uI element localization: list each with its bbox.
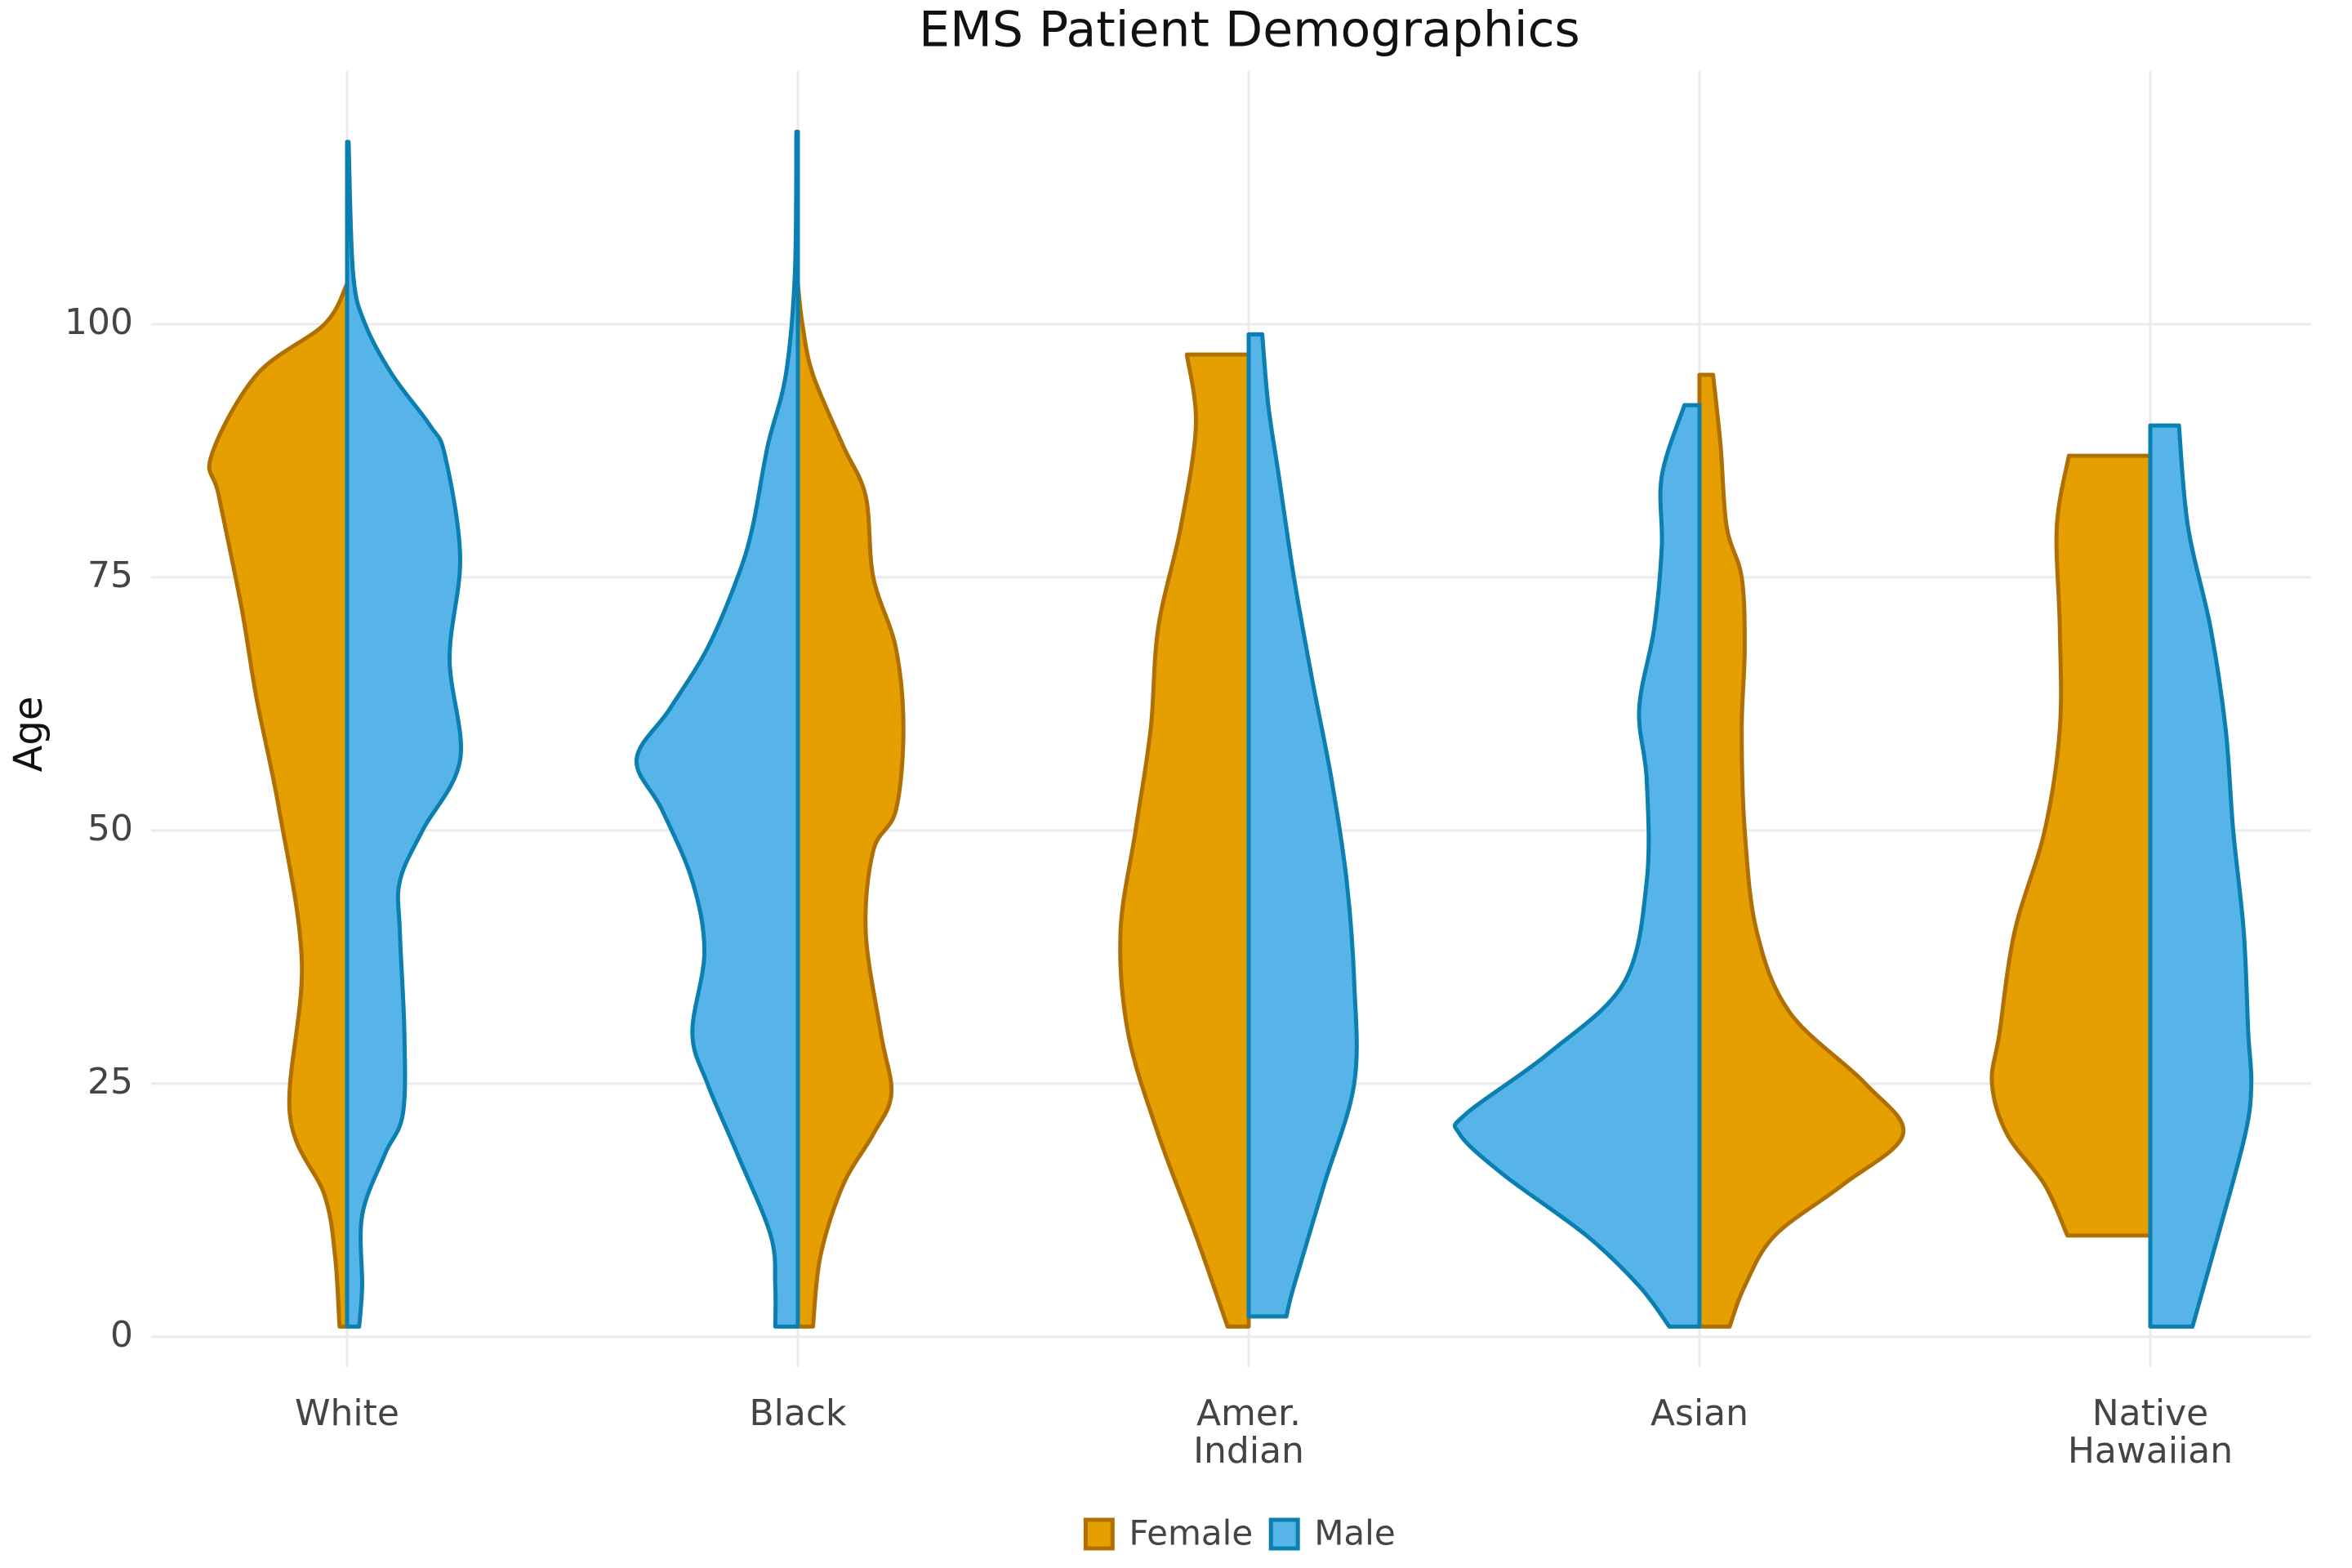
violin-half	[1697, 372, 1906, 1329]
violin-half	[1246, 332, 1359, 1319]
legend-label: Male	[1314, 1513, 1395, 1553]
violin-half	[1118, 352, 1251, 1329]
x-tick-label: Black	[749, 1392, 847, 1434]
violin-half	[207, 281, 350, 1329]
x-tick-label: Native Hawaiian	[2067, 1392, 2234, 1472]
legend-swatch	[1268, 1517, 1300, 1551]
y-tick-label: 25	[87, 1061, 133, 1102]
legend-swatch	[1083, 1517, 1115, 1551]
violin-half	[1989, 453, 2153, 1238]
y-tick-label: 50	[87, 808, 133, 849]
y-tick-label: 100	[65, 301, 133, 343]
y-axis-label: Age	[6, 697, 51, 773]
x-tick-label: Asian	[1650, 1392, 1749, 1434]
x-tick-label: White	[295, 1392, 399, 1434]
violin-half	[795, 281, 906, 1329]
violin-half	[345, 140, 463, 1329]
x-tick-label: Amer. Indian	[1193, 1392, 1304, 1472]
chart-title: EMS Patient Demographics	[919, 2, 1580, 59]
y-tick-label: 75	[87, 555, 133, 596]
violin-half	[1452, 403, 1702, 1329]
legend-label: Female	[1129, 1513, 1253, 1553]
violin-half	[2148, 423, 2254, 1329]
y-tick-label: 0	[110, 1314, 133, 1356]
violin-half	[634, 129, 800, 1329]
